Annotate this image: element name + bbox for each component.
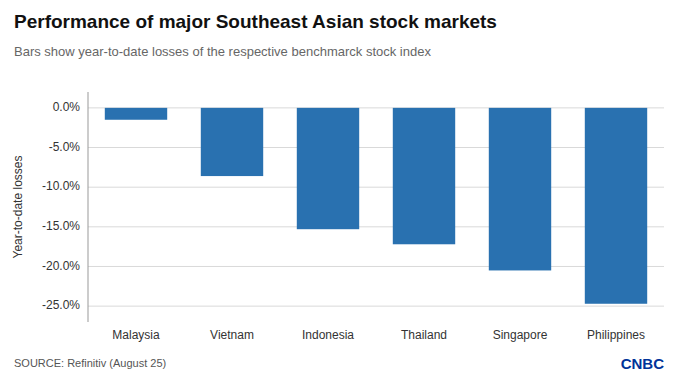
grid-line [88, 226, 664, 227]
bars [105, 108, 647, 304]
grid-line [88, 266, 664, 267]
bar [201, 108, 263, 176]
bar [105, 108, 167, 120]
grid-line [88, 147, 664, 148]
subtitle: Bars show year-to-date losses of the res… [14, 44, 431, 59]
y-tick-label: -10.0% [42, 179, 80, 193]
grid-line [88, 187, 664, 188]
x-tick-label: Indonesia [302, 328, 354, 342]
annotation: CNBC [621, 355, 664, 372]
grid-line [88, 107, 664, 108]
x-tick-label: Philippines [587, 328, 645, 342]
x-tick-label: Malaysia [112, 328, 160, 342]
x-tick-label: Singapore [493, 328, 548, 342]
grid [88, 108, 664, 306]
bar [297, 108, 359, 229]
y-tick-label: -15.0% [42, 219, 80, 233]
x-tick-label: Thailand [401, 328, 447, 342]
source: SOURCE: Refinitiv (August 25) [14, 357, 166, 369]
y-tick-label: -25.0% [42, 298, 80, 312]
title: Performance of major Southeast Asian sto… [14, 11, 497, 32]
bar [393, 108, 455, 244]
y-tick-label: -20.0% [42, 259, 80, 273]
y-tick-label: -5.0% [49, 140, 81, 154]
y-tick-label: 0.0% [53, 100, 81, 114]
chart-container: Performance of major Southeast Asian sto… [0, 0, 678, 381]
grid-line [88, 306, 664, 307]
y-axis-line [88, 92, 89, 322]
bar [489, 108, 551, 271]
y-axis-label: Year-to-date losses [11, 156, 25, 259]
bar [585, 108, 647, 304]
chart-svg: Performance of major Southeast Asian sto… [0, 0, 678, 381]
x-tick-label: Vietnam [210, 328, 254, 342]
